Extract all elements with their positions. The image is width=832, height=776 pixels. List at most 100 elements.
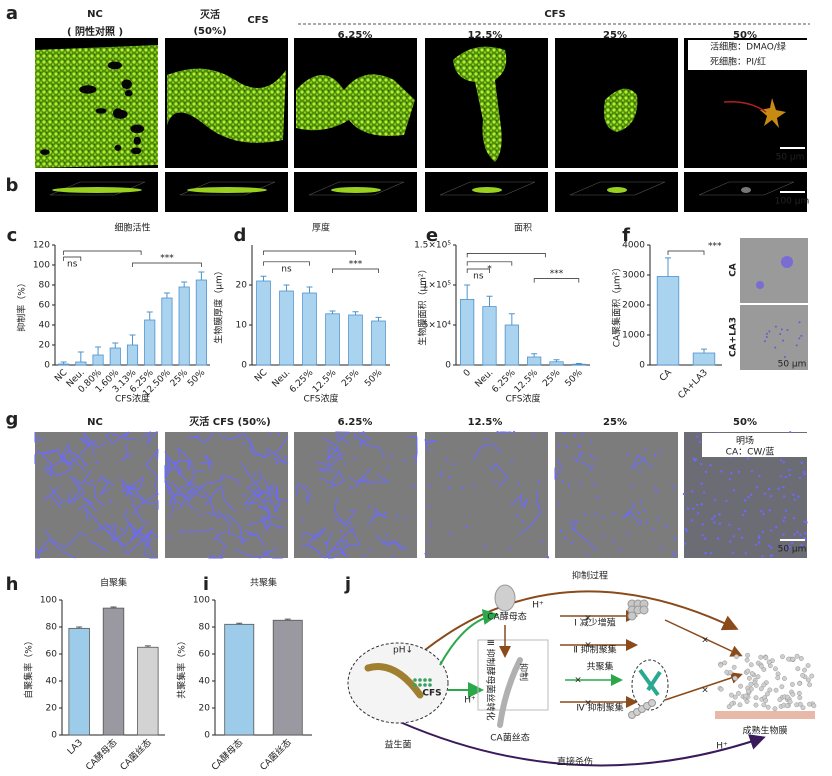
cell bbox=[557, 444, 561, 448]
bar bbox=[144, 319, 156, 366]
biofilm-cell bbox=[784, 703, 790, 709]
void bbox=[40, 149, 50, 155]
significance-bracket bbox=[332, 268, 379, 273]
label: Ⅰ 减少增殖 bbox=[574, 617, 616, 629]
cell-cluster bbox=[296, 74, 415, 136]
significance-label: ns bbox=[473, 272, 484, 282]
cell bbox=[268, 432, 272, 435]
cell bbox=[449, 531, 452, 534]
cell bbox=[793, 498, 797, 501]
label: CA酵母态 bbox=[487, 611, 526, 623]
x-tick-label: CA菌丝态 bbox=[117, 736, 153, 772]
cell bbox=[412, 485, 415, 488]
cell bbox=[465, 525, 469, 528]
x-axis-label: CFS浓度 bbox=[303, 393, 338, 405]
cell bbox=[683, 542, 687, 545]
biofilm-cell bbox=[802, 667, 807, 673]
micrograph bbox=[425, 432, 548, 558]
label: 益生菌 bbox=[384, 739, 411, 751]
cell bbox=[713, 521, 716, 524]
cell bbox=[792, 493, 795, 496]
cell bbox=[512, 430, 516, 434]
void bbox=[121, 79, 132, 90]
biofilm-cell bbox=[797, 680, 802, 686]
y-tick-label: 60 bbox=[199, 650, 211, 660]
error-bar bbox=[283, 284, 290, 291]
label: NC bbox=[87, 9, 103, 20]
hypha bbox=[49, 481, 86, 503]
error-bar bbox=[144, 645, 151, 648]
cell bbox=[744, 552, 747, 555]
cell bbox=[568, 484, 571, 487]
bar bbox=[224, 623, 255, 736]
y-tick-label: 2000 bbox=[622, 301, 645, 311]
cell bbox=[440, 471, 443, 475]
cell bbox=[770, 554, 774, 557]
biofilm-cell bbox=[797, 695, 803, 701]
hypha bbox=[349, 468, 372, 484]
cell bbox=[537, 480, 540, 483]
biofilm-cell bbox=[722, 660, 728, 666]
void bbox=[107, 61, 122, 70]
error-bar bbox=[575, 363, 582, 365]
hypha bbox=[183, 484, 200, 510]
hypha bbox=[272, 451, 289, 465]
biofilm-cell bbox=[806, 677, 811, 683]
cell bbox=[350, 486, 353, 490]
hypha bbox=[99, 475, 115, 495]
cell bbox=[515, 514, 519, 518]
cell bbox=[484, 437, 488, 441]
label: CFS bbox=[544, 9, 565, 20]
cell bbox=[90, 479, 93, 482]
biofilm-cell bbox=[790, 691, 796, 697]
cell bbox=[246, 508, 250, 511]
cell bbox=[565, 445, 568, 448]
section-film bbox=[187, 187, 267, 193]
label: 6.25% bbox=[338, 417, 373, 428]
cell bbox=[783, 516, 786, 519]
significance-bracket bbox=[263, 250, 356, 255]
y-tick-label: 0 bbox=[445, 361, 451, 371]
cell bbox=[786, 329, 789, 332]
label: 50% bbox=[733, 30, 757, 41]
chart-title: 自聚集 bbox=[100, 577, 127, 589]
cell bbox=[654, 487, 657, 490]
cell bbox=[168, 486, 172, 490]
panel-letter: h bbox=[6, 574, 19, 595]
cell bbox=[639, 520, 643, 523]
biofilm-cell bbox=[738, 683, 744, 689]
hypha bbox=[367, 510, 388, 525]
cell bbox=[374, 507, 377, 510]
y-axis-label: CA聚集面积（μm²） bbox=[611, 263, 623, 348]
cell bbox=[577, 444, 580, 448]
label: CA+LA3 bbox=[729, 317, 739, 357]
hypha bbox=[44, 459, 68, 478]
biofilm-cell bbox=[809, 673, 815, 679]
biofilm-cell bbox=[795, 666, 801, 672]
biofilm-cell bbox=[800, 672, 805, 678]
cfs-particle bbox=[428, 678, 432, 682]
cell bbox=[731, 551, 735, 555]
cell bbox=[788, 545, 792, 549]
biofilm-cell bbox=[761, 667, 767, 672]
biofilm-cell bbox=[761, 702, 767, 708]
biofilm-cell bbox=[745, 668, 751, 674]
cell bbox=[770, 529, 773, 532]
label: 灭活 bbox=[199, 8, 220, 21]
biofilm-cell bbox=[758, 654, 764, 660]
y-tick-label: 80 bbox=[199, 623, 211, 633]
cfs-particle bbox=[418, 678, 422, 682]
significance-label: * bbox=[487, 264, 492, 274]
cell bbox=[657, 516, 660, 520]
cell bbox=[788, 473, 791, 477]
bar bbox=[302, 292, 317, 366]
hypha bbox=[243, 530, 266, 547]
cell bbox=[779, 459, 783, 462]
cell bbox=[521, 520, 524, 523]
cfs-particle bbox=[428, 683, 432, 687]
label: 直接杀伤 bbox=[557, 756, 593, 768]
hypha bbox=[554, 458, 562, 480]
cell bbox=[593, 483, 597, 486]
cell bbox=[645, 521, 649, 524]
cell bbox=[718, 522, 722, 525]
